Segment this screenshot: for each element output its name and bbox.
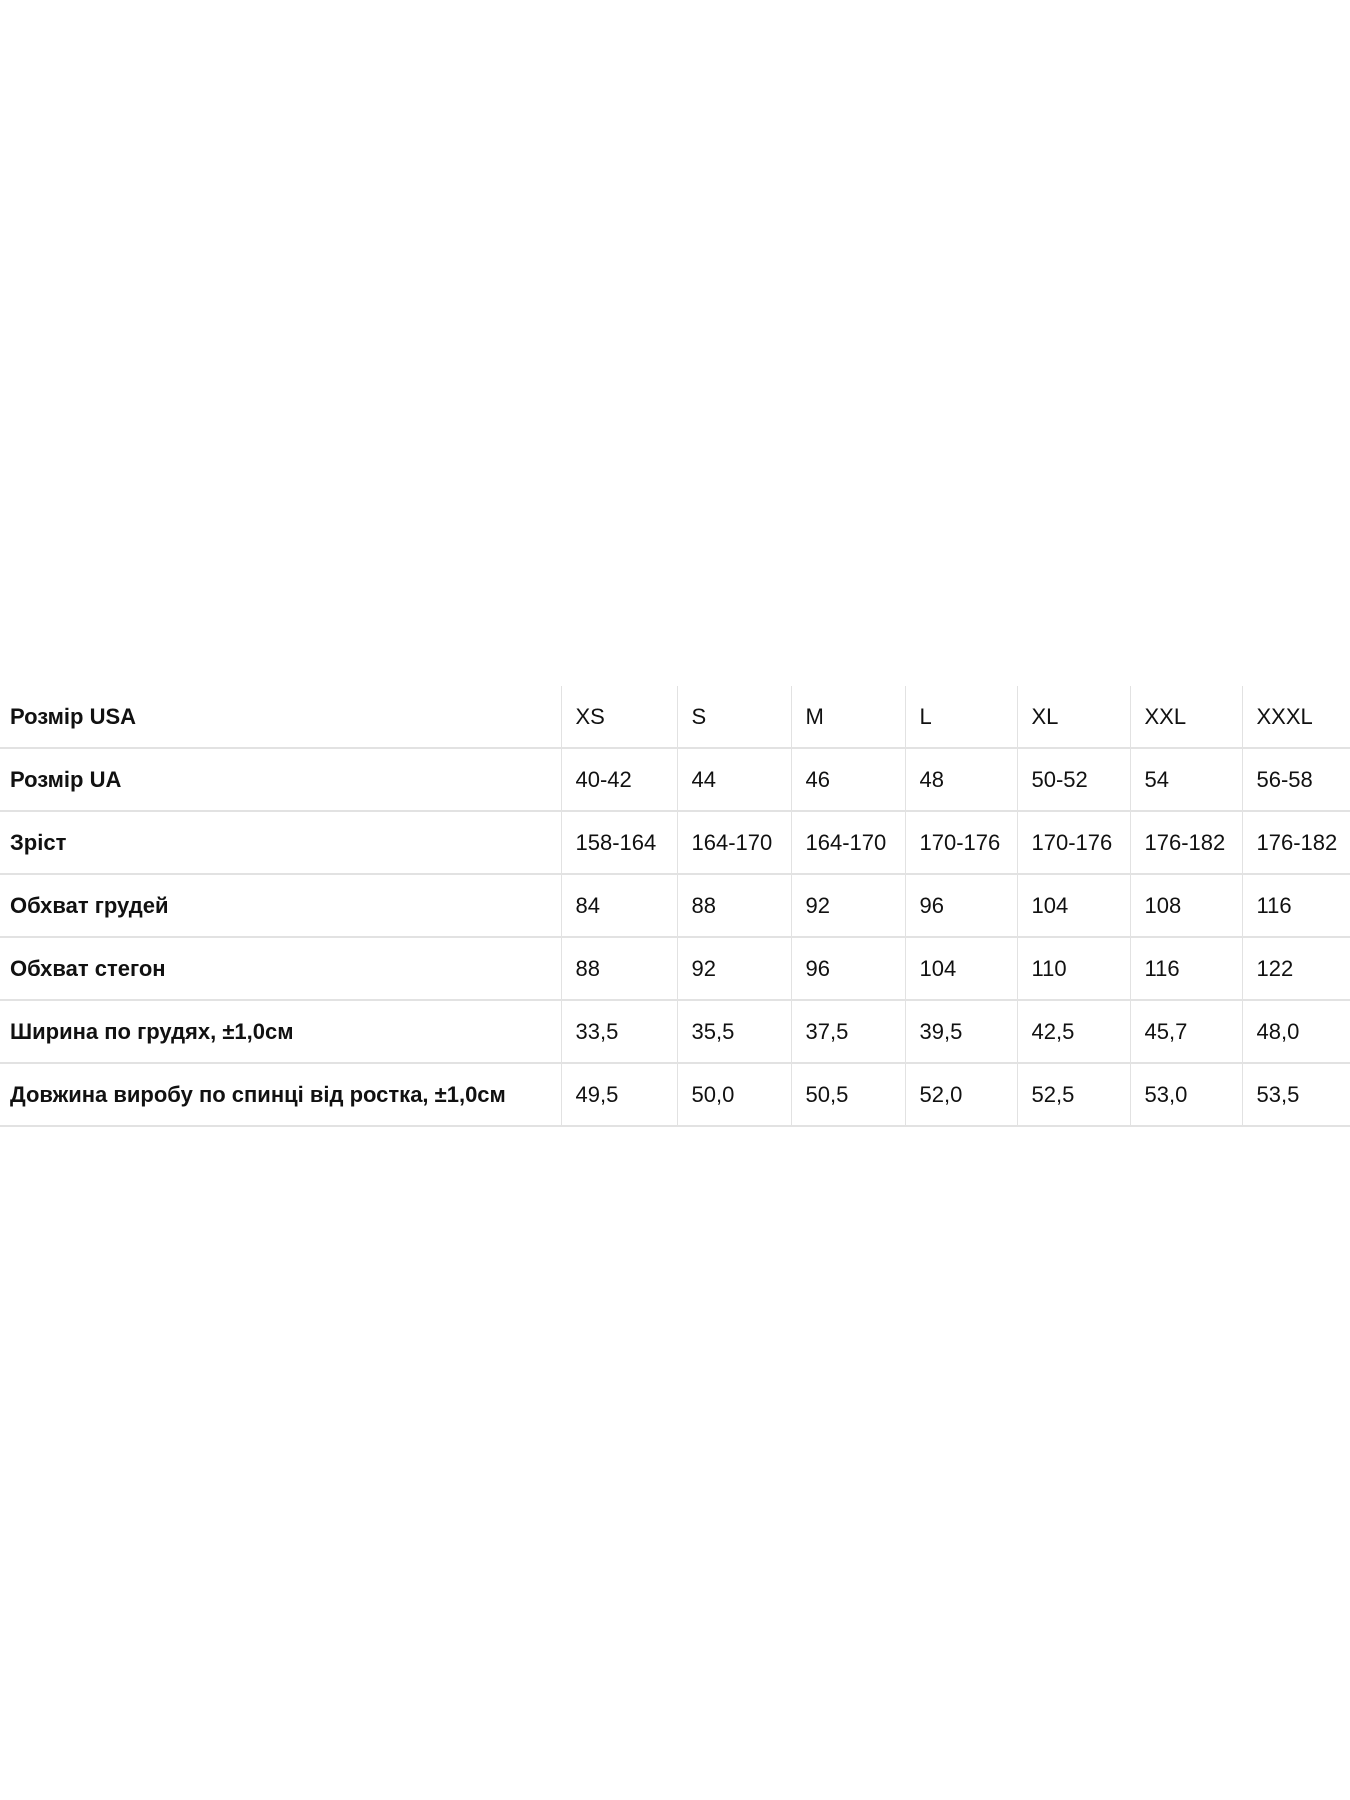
row-label: Розмір USA xyxy=(0,686,561,749)
table-cell: 88 xyxy=(560,937,677,1001)
table-cell: 52,0 xyxy=(904,1063,1017,1127)
row-label: Обхват стегон xyxy=(0,937,561,1001)
table-cell: 110 xyxy=(1016,937,1130,1001)
table-cell: XL xyxy=(1016,686,1130,749)
table-cell: 164-170 xyxy=(790,811,905,875)
row-label: Зріст xyxy=(0,811,561,875)
table-cell: S xyxy=(676,686,791,749)
table-cell: 96 xyxy=(904,874,1017,938)
table-cell: 56-58 xyxy=(1241,748,1350,812)
table-row-size-usa: Розмір USA XS S M L XL XXL XXXL xyxy=(0,686,1350,749)
table-cell: 92 xyxy=(676,937,791,1001)
table-cell: 50-52 xyxy=(1016,748,1130,812)
table-cell: 40-42 xyxy=(560,748,677,812)
table-cell: 176-182 xyxy=(1129,811,1242,875)
table-cell: 84 xyxy=(560,874,677,938)
table-cell: 45,7 xyxy=(1129,1000,1242,1064)
size-chart-table: Розмір USA XS S M L XL XXL XXXL Розмір UA 40-42 44… xyxy=(0,686,1350,1127)
table-cell: 96 xyxy=(790,937,905,1001)
table-cell: 35,5 xyxy=(676,1000,791,1064)
table-cell: 33,5 xyxy=(560,1000,677,1064)
table-cell: 39,5 xyxy=(904,1000,1017,1064)
table-cell: XXXL xyxy=(1241,686,1350,749)
row-label: Довжина виробу по спинці від ростка, ±1,… xyxy=(0,1063,561,1127)
table-cell: 53,5 xyxy=(1241,1063,1350,1127)
row-label: Розмір UA xyxy=(0,748,561,812)
table-row-chest-width: Ширина по грудях, ±1,0см 33,5 35,5 37,5 39,5… xyxy=(0,1000,1350,1064)
table-cell: 108 xyxy=(1129,874,1242,938)
table-cell: L xyxy=(904,686,1017,749)
table-cell: 50,0 xyxy=(676,1063,791,1127)
table-cell: 88 xyxy=(676,874,791,938)
table-cell: 104 xyxy=(904,937,1017,1001)
table-cell: 53,0 xyxy=(1129,1063,1242,1127)
table-cell: 176-182 xyxy=(1241,811,1350,875)
table-cell: 42,5 xyxy=(1016,1000,1130,1064)
table-cell: 49,5 xyxy=(560,1063,677,1127)
row-label: Обхват грудей xyxy=(0,874,561,938)
table-cell: 48,0 xyxy=(1241,1000,1350,1064)
table-cell: 92 xyxy=(790,874,905,938)
table-cell: 54 xyxy=(1129,748,1242,812)
table-cell: XS xyxy=(560,686,677,749)
table-row-chest-girth: Обхват грудей 84 88 92 96 104 108 116 xyxy=(0,874,1350,938)
row-label: Ширина по грудях, ±1,0см xyxy=(0,1000,561,1064)
table-row-hip-girth: Обхват стегон 88 92 96 104 110 116 122 xyxy=(0,937,1350,1001)
table-cell: 46 xyxy=(790,748,905,812)
table-cell: 170-176 xyxy=(1016,811,1130,875)
table-cell: 50,5 xyxy=(790,1063,905,1127)
table-cell: 48 xyxy=(904,748,1017,812)
table-row-size-ua: Розмір UA 40-42 44 46 48 50-52 54 56-58 xyxy=(0,748,1350,812)
table-cell: 104 xyxy=(1016,874,1130,938)
table-cell: 116 xyxy=(1241,874,1350,938)
table-cell: 122 xyxy=(1241,937,1350,1001)
table-cell: 52,5 xyxy=(1016,1063,1130,1127)
table-cell: 37,5 xyxy=(790,1000,905,1064)
table-cell: 164-170 xyxy=(676,811,791,875)
table-cell: M xyxy=(790,686,905,749)
table-row-height: Зріст 158-164 164-170 164-170 170-176 170-176… xyxy=(0,811,1350,875)
table-row-back-length: Довжина виробу по спинці від ростка, ±1,… xyxy=(0,1063,1350,1127)
table-cell: 170-176 xyxy=(904,811,1017,875)
table-cell: XXL xyxy=(1129,686,1242,749)
table-cell: 116 xyxy=(1129,937,1242,1001)
table-cell: 158-164 xyxy=(560,811,677,875)
table-cell: 44 xyxy=(676,748,791,812)
